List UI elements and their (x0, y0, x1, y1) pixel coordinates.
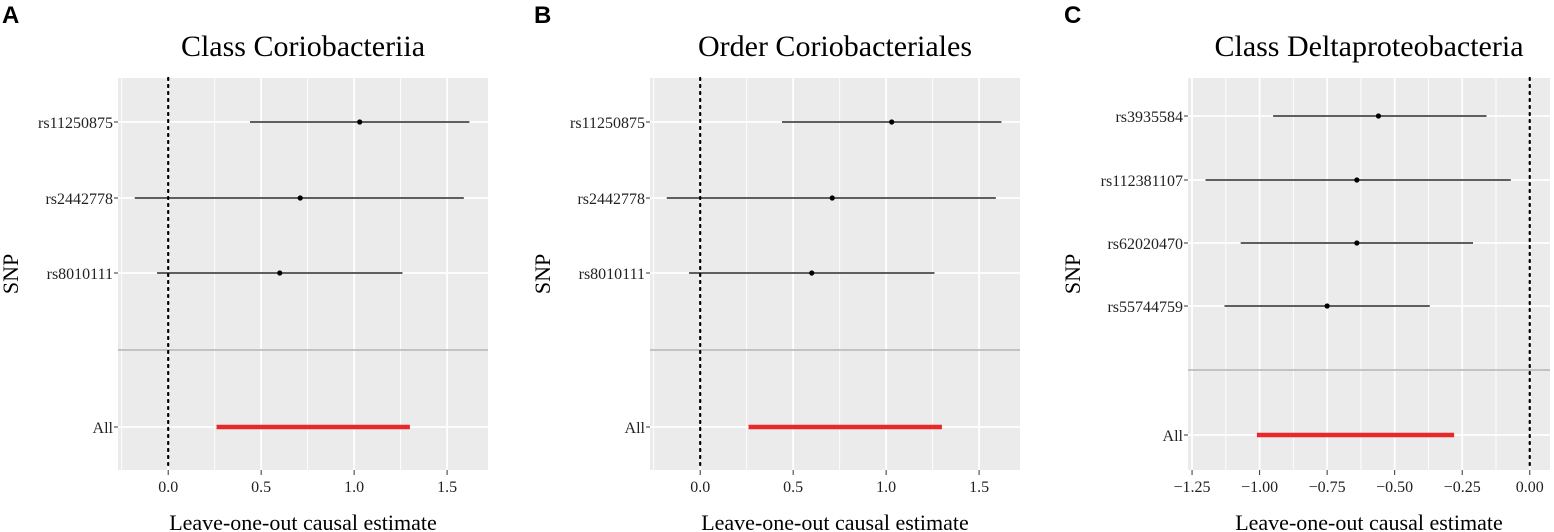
x-axis-title: Leave-one-out causal estimate (701, 510, 969, 532)
x-tick-label: 1.5 (437, 479, 457, 496)
y-axis-title: SNP (0, 254, 23, 294)
x-axis-title: Leave-one-out causal estimate (169, 510, 437, 532)
x-tick-label: 1.5 (969, 479, 989, 496)
x-tick-label: 0.00 (1516, 479, 1544, 496)
forest-plot: rs11250875 rs2442778 rs8010111 All 0.0 0.5 1.0… (0, 76, 488, 532)
overall-estimate-point (1354, 433, 1359, 437)
chart-title: Order Coriobacteriales (697, 30, 973, 63)
x-tick-label: −0.75 (1309, 479, 1346, 496)
chart-title: Class Deltaproteobacteria (1214, 30, 1524, 63)
chart-title: Class Coriobacteriia (180, 30, 426, 63)
estimate-point-rs2442778 (297, 195, 303, 201)
y-tick-label: All (1163, 428, 1184, 445)
plot-background (1188, 78, 1550, 470)
y-tick-label: rs55744759 (1107, 299, 1183, 316)
estimate-point-rs11250875 (357, 119, 363, 125)
panel-c: C Class Deltaproteobacteria rs3935584 rs1… (1062, 0, 1554, 532)
panel-label: B (534, 2, 552, 29)
x-tick-label: 0.5 (251, 479, 271, 496)
x-tick-label: −1.25 (1174, 479, 1211, 496)
panel-b: B Order Coriobacteriales rs11250875 rs244… (532, 0, 1050, 532)
estimate-point-rs2442778 (829, 195, 835, 201)
x-tick-label: 1.0 (876, 479, 896, 496)
y-tick-label: rs3935584 (1115, 109, 1183, 126)
panel-a: A Class Coriobacteriia rs11250875 rs24427… (0, 0, 518, 532)
y-tick-label: rs62020470 (1107, 236, 1183, 253)
estimate-point-rs8010111 (277, 270, 283, 276)
panel-label: A (2, 2, 20, 29)
estimate-point-rs55744759 (1324, 303, 1330, 309)
overall-estimate-point (311, 425, 316, 429)
x-tick-label: 1.0 (344, 479, 364, 496)
x-tick-label: −1.00 (1241, 479, 1278, 496)
y-axis-title: SNP (532, 254, 555, 294)
y-tick-label: rs11250875 (570, 115, 645, 132)
y-tick-label: rs8010111 (47, 266, 113, 283)
y-tick-label: rs8010111 (579, 266, 645, 283)
forest-plot: rs3935584 rs112381107 rs62020470 rs55744759… (1062, 76, 1550, 532)
plot-background (118, 78, 488, 470)
x-tick-label: 0.0 (690, 479, 710, 496)
y-axis-title: SNP (1062, 254, 1085, 294)
plot-background (650, 78, 1020, 470)
estimate-point-rs112381107 (1354, 177, 1360, 183)
y-tick-label: rs2442778 (45, 191, 113, 208)
estimate-point-rs11250875 (889, 119, 895, 125)
estimate-point-rs8010111 (809, 270, 815, 276)
x-tick-label: −0.25 (1444, 479, 1481, 496)
y-tick-label: rs112381107 (1101, 173, 1183, 190)
y-tick-label: rs11250875 (38, 115, 113, 132)
x-tick-label: −0.50 (1376, 479, 1413, 496)
estimate-point-rs62020470 (1354, 240, 1360, 246)
overall-estimate-point (843, 425, 848, 429)
estimate-point-rs3935584 (1375, 113, 1382, 119)
x-tick-label: 0.5 (783, 479, 803, 496)
y-tick-label: rs2442778 (577, 191, 645, 208)
y-tick-label: All (93, 420, 114, 437)
panel-label: C (1064, 2, 1082, 29)
x-axis-title: Leave-one-out causal estimate (1235, 510, 1503, 532)
forest-plot: rs11250875 rs2442778 rs8010111 All 0.0 0.5 1.0… (532, 76, 1020, 532)
y-tick-label: All (625, 420, 646, 437)
x-tick-label: 0.0 (158, 479, 178, 496)
